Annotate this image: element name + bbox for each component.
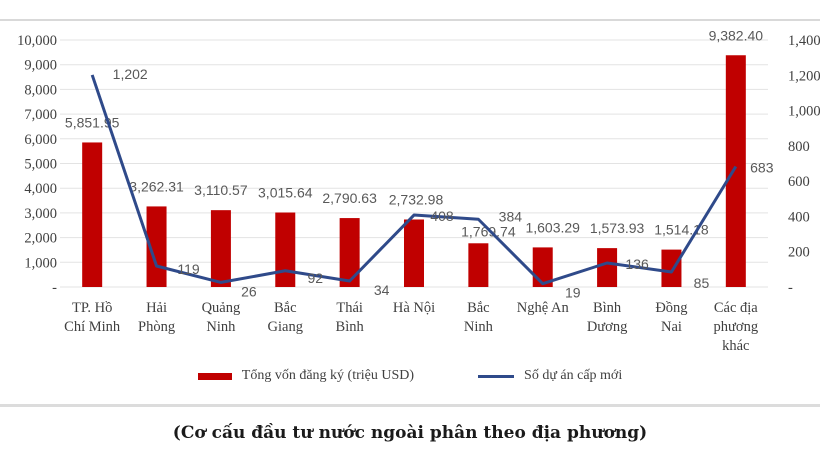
bar-value-label: 2,732.98: [389, 191, 444, 207]
bar-value-label: 3,110.57: [194, 182, 248, 198]
left-axis-tick: 5,000: [24, 157, 57, 173]
bar: [275, 212, 296, 287]
category-label: Thái Bình: [336, 300, 365, 335]
bar-value-label: 2,790.63: [322, 190, 377, 206]
legend-label-projects: Số dự án cấp mới: [524, 368, 623, 383]
category-label: Đồng Nai: [655, 300, 687, 335]
legend-item-projects: Số dự án cấp mới: [478, 368, 622, 384]
right-axis-tick: 200: [788, 245, 810, 261]
top-divider: [0, 19, 820, 21]
line-value-label: 683: [750, 159, 774, 175]
bar: [82, 142, 103, 287]
left-axis-tick: 9,000: [24, 58, 57, 74]
bar: [339, 218, 360, 287]
line-value-label: 119: [177, 261, 200, 277]
line-data-labels: 1,202 119 26 92 34 408 384 19 136 85 683: [113, 66, 774, 301]
x-axis-category-labels: TP. Hồ Chí Minh Hải Phòng Quảng Ninh Bắc Giang T…: [64, 300, 758, 354]
category-label: Nghệ An: [517, 300, 570, 316]
bar: [597, 248, 618, 287]
left-axis-tick: 8,000: [24, 82, 57, 98]
bar-value-label: 9,382.40: [709, 27, 764, 43]
bar: [404, 219, 424, 287]
left-axis-tick: 7,000: [24, 107, 57, 123]
right-axis: - 200 400 600 800 1,000 1,200 1,400: [788, 33, 820, 296]
chart-caption: (Cơ cấu đầu tư nước ngoài phân theo địa …: [172, 423, 648, 443]
category-label: Quảng Ninh: [202, 300, 241, 335]
line-value-label: 19: [565, 285, 581, 301]
left-axis-tick: 4,000: [24, 181, 57, 197]
category-label: Hà Nội: [393, 300, 435, 316]
right-axis-tick: -: [788, 280, 793, 296]
line-value-label: 384: [499, 208, 523, 224]
bar-series-registered-capital: [82, 55, 746, 288]
bar-swatch-icon: [197, 372, 232, 380]
right-axis-tick: 1,200: [788, 68, 820, 84]
right-axis-tick: 600: [788, 174, 810, 190]
category-label: Bình Dương: [587, 300, 628, 335]
category-label: TP. Hồ Chí Minh: [64, 300, 121, 335]
legend: Tổng vốn đăng ký (triệu USD) Số dự án cấ…: [0, 368, 820, 384]
right-axis-tick: 1,000: [788, 104, 820, 120]
line-value-label: 26: [241, 283, 257, 299]
right-axis-tick: 1,400: [788, 33, 820, 49]
left-axis-tick: 6,000: [24, 132, 57, 148]
line-value-label: 136: [625, 256, 649, 272]
bar: [725, 55, 746, 288]
line-value-label: 1,202: [113, 66, 148, 82]
combo-chart: - 1,000 2,000 3,000 4,000 5,000 6,000 7,000 8,00…: [17, 27, 820, 354]
left-axis-tick: 10,000: [17, 33, 57, 49]
bar-value-label: 3,015.64: [258, 185, 313, 201]
category-label: Hải Phòng: [138, 300, 175, 335]
line-value-label: 408: [430, 208, 454, 224]
left-axis-tick: 2,000: [24, 231, 57, 247]
category-label: Bắc Ninh: [464, 300, 494, 335]
line-value-label: 92: [307, 270, 323, 286]
bottom-divider: [0, 404, 820, 407]
legend-item-capital: Tổng vốn đăng ký (triệu USD): [197, 368, 415, 384]
line-value-label: 34: [374, 282, 390, 298]
right-axis-tick: 400: [788, 209, 810, 225]
bar: [468, 243, 489, 287]
right-axis-tick: 800: [788, 139, 810, 155]
line-swatch-icon: [478, 374, 515, 378]
bar-data-labels: 5,851.953,262.31 3,110.57 3,015.64 2,790.63…: [65, 27, 763, 239]
left-axis-tick: 1,000: [24, 255, 57, 271]
bar-value-label: 1,603.29: [525, 219, 580, 235]
left-axis-tick: -: [52, 280, 57, 296]
category-label: Bắc Giang: [268, 300, 303, 335]
bar: [661, 249, 682, 287]
gridlines: [60, 39, 768, 288]
line-value-label: 85: [694, 275, 710, 291]
category-label: Các địa phương khác: [714, 300, 759, 354]
bar-value-label: 3,262.31: [129, 178, 184, 194]
left-axis: - 1,000 2,000 3,000 4,000 5,000 6,000 7,000 8,00…: [17, 33, 57, 296]
bar: [210, 210, 231, 287]
left-axis-tick: 3,000: [24, 206, 57, 222]
line-series-new-projects: [90, 74, 738, 286]
legend-label-capital: Tổng vốn đăng ký (triệu USD): [241, 368, 415, 383]
bar-value-label: 1,573.93: [590, 220, 645, 236]
